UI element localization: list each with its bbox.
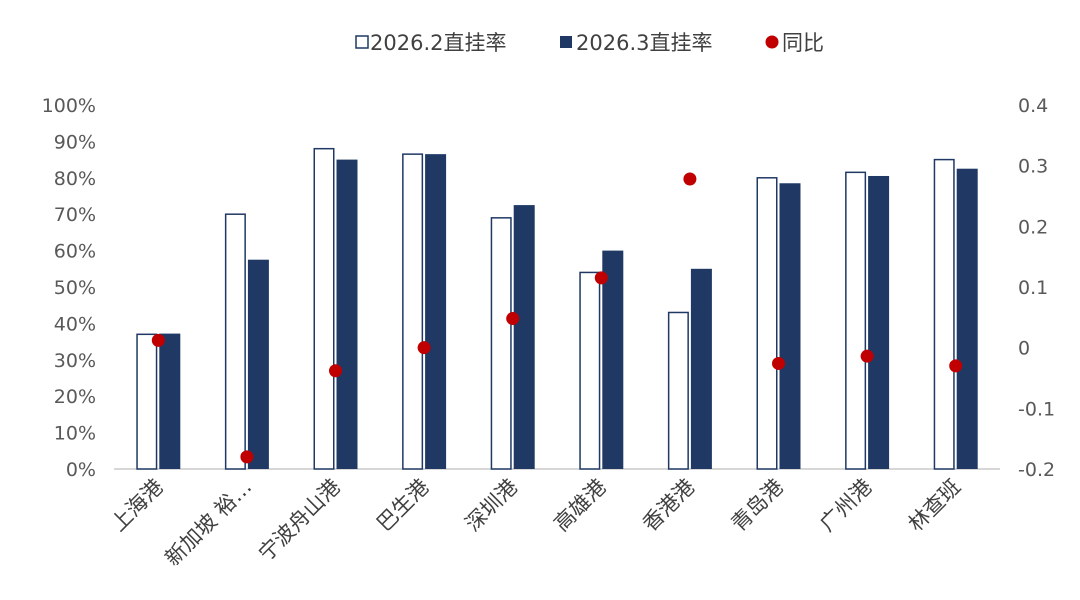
- yoy-point: [683, 172, 697, 186]
- legend-label-series-1: 2026.2直挂率: [370, 31, 506, 55]
- yoy-point: [949, 359, 963, 373]
- category-label: 上海港: [106, 475, 168, 537]
- bar-2026-2: [402, 153, 424, 470]
- y-left-tick-label: 10%: [54, 423, 96, 445]
- y-left-tick-label: 20%: [54, 386, 96, 408]
- y-right-tick-label: 0.4: [1018, 95, 1048, 117]
- bar-2026-2: [136, 333, 158, 470]
- bar-2026-3: [602, 250, 624, 469]
- category-label: 宁波舟山港: [254, 475, 345, 566]
- y-left-tick-label: 30%: [54, 350, 96, 372]
- y-left-tick-label: 0%: [66, 459, 96, 481]
- legend-swatch-dot: [765, 35, 779, 49]
- plot-area: 0% 10% 20% 30% 40% 50% 60% 70% 80% 90% 100% -0.2 -0.…: [42, 95, 1055, 571]
- y-left-tick-label: 90%: [54, 131, 96, 153]
- bar-2026-2: [579, 271, 601, 470]
- legend: 2026.2直挂率 2026.3直挂率 同比: [355, 31, 824, 55]
- y-right-tick-label: 0.1: [1018, 277, 1048, 299]
- y-left-tick-label: 60%: [54, 241, 96, 263]
- y-left-tick-label: 70%: [54, 204, 96, 226]
- bar-2026-3: [779, 183, 801, 469]
- yoy-point: [594, 271, 608, 285]
- bar-2026-3: [513, 205, 535, 469]
- yoy-point: [860, 349, 874, 363]
- yoy-point: [240, 450, 254, 464]
- category-label: 高雄港: [549, 475, 611, 537]
- y-right-tick-label: 0: [1018, 338, 1030, 360]
- bar-2026-3: [247, 259, 269, 469]
- bar-2026-3: [868, 175, 890, 470]
- yoy-point: [417, 341, 431, 355]
- category-label: 广州港: [815, 475, 877, 537]
- bar-2026-2: [933, 158, 955, 470]
- y-left-tick-label: 40%: [54, 313, 96, 335]
- y-right-tick-label: 0.2: [1018, 216, 1048, 238]
- bar-2026-2: [756, 177, 778, 470]
- legend-swatch-filled: [560, 36, 572, 48]
- y-right-tick-label: -0.2: [1018, 459, 1055, 481]
- yoy-point: [151, 333, 165, 347]
- bar-2026-2: [224, 213, 246, 470]
- yoy-point: [772, 356, 785, 370]
- legend-label-series-2: 2026.3直挂率: [576, 31, 712, 55]
- category-label: 新加坡 裕…: [160, 475, 256, 571]
- bar-2026-2: [845, 171, 867, 470]
- bar-2026-3: [956, 168, 978, 469]
- category-label: 青岛港: [727, 475, 789, 537]
- bar-2026-3: [425, 154, 447, 469]
- bar-2026-2: [313, 147, 335, 470]
- bar-2026-3: [336, 159, 358, 469]
- yoy-point: [329, 364, 342, 378]
- y-left-tick-label: 50%: [54, 277, 96, 299]
- y-right-tick-label: -0.1: [1018, 398, 1055, 420]
- y-left-tick-label: 80%: [54, 168, 96, 190]
- category-label: 深圳港: [461, 475, 523, 537]
- category-label: 香港港: [638, 475, 700, 537]
- yoy-point: [506, 312, 520, 326]
- bar-2026-2: [490, 217, 512, 470]
- category-label: 巴生港: [372, 475, 434, 537]
- legend-swatch-outline: [355, 35, 369, 49]
- bar-2026-3: [690, 268, 712, 469]
- legend-label-series-3: 同比: [782, 31, 824, 55]
- bar-2026-3: [159, 333, 181, 469]
- bar-2026-2: [667, 311, 689, 470]
- y-right-tick-label: 0.3: [1018, 156, 1048, 178]
- y-left-tick-label: 100%: [42, 95, 96, 117]
- category-label: 林查班: [904, 475, 966, 537]
